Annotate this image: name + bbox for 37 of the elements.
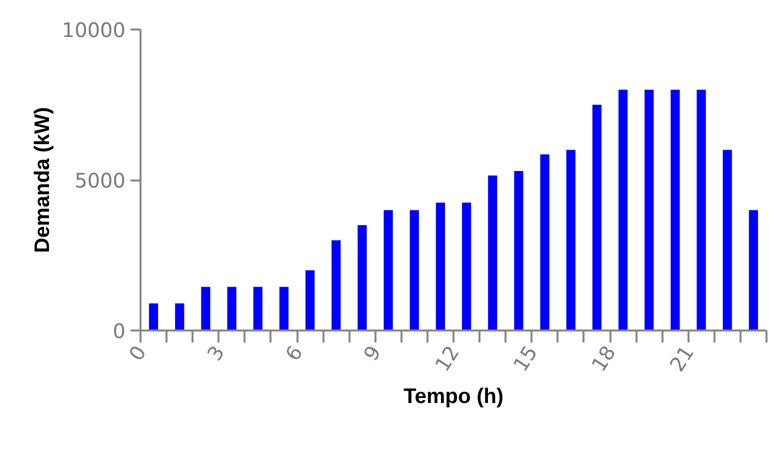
bar — [722, 150, 732, 330]
bar — [540, 154, 550, 330]
bar — [462, 202, 472, 330]
bar — [592, 104, 602, 330]
bar — [488, 175, 498, 330]
bar — [358, 225, 367, 330]
bar — [748, 210, 758, 330]
bar — [305, 270, 315, 330]
bar — [410, 210, 419, 330]
x-tick-label: 6 — [280, 341, 308, 365]
bar — [279, 286, 289, 330]
x-tick-label: 21 — [664, 341, 699, 376]
x-axis-title: Tempo (h) — [404, 385, 504, 408]
bar — [670, 90, 680, 330]
y-tick-label: 10000 — [62, 18, 126, 42]
y-axis-title: Demanda (kW) — [30, 107, 54, 253]
x-tick-label: 15 — [508, 341, 542, 376]
y-tick-label: 5000 — [74, 168, 126, 192]
bar — [566, 150, 576, 330]
bar — [696, 90, 706, 330]
x-tick-label: 9 — [358, 341, 386, 365]
bar — [201, 286, 210, 330]
bar — [253, 286, 262, 330]
bar — [644, 90, 654, 330]
x-tick-label: 18 — [586, 341, 621, 376]
bar — [227, 286, 236, 330]
bar — [384, 210, 393, 330]
bar — [332, 240, 341, 330]
x-tick-label: 0 — [124, 341, 152, 365]
bar — [148, 303, 158, 330]
bar — [514, 170, 524, 330]
x-tick-label: 12 — [430, 341, 464, 376]
x-tick-label: 3 — [202, 341, 230, 365]
bar — [618, 90, 628, 330]
y-tick-label: 0 — [112, 319, 126, 343]
bar — [436, 202, 446, 330]
bar — [175, 303, 184, 330]
